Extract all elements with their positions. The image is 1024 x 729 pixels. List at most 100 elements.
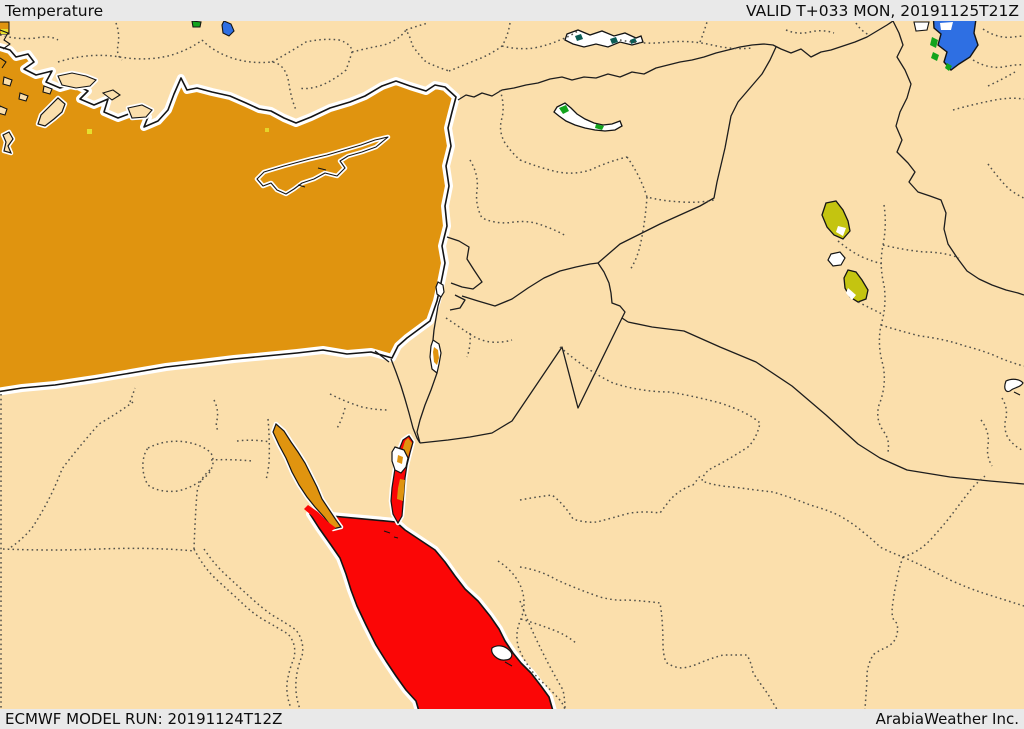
admin-turkey [699, 21, 708, 43]
border-iran-iraq [892, 20, 1024, 296]
admin-greece [0, 22, 123, 61]
border-jordan-river [416, 295, 442, 444]
islet [2, 76, 13, 87]
admin-turkey [448, 22, 511, 72]
cyprus-land [256, 136, 389, 195]
warm-spot-rhodes-sea [87, 129, 92, 134]
admin-iraq [882, 244, 960, 259]
admin-iran [987, 163, 1024, 199]
bitter-lakes-warm-spot [397, 455, 403, 464]
karpathos-land [2, 131, 14, 154]
tharthar-white-patch [836, 226, 846, 236]
iraq-lakes [821, 200, 869, 303]
border-jordan-iraq [597, 262, 629, 323]
islet [42, 85, 53, 95]
lake-urmia-white-patch [940, 22, 953, 30]
admin-egypt [129, 387, 271, 443]
admin-turkey [351, 28, 450, 72]
admin-iraq [837, 240, 885, 316]
admin-borders [0, 21, 1024, 711]
gulf-of-aqaba-orange-mid [397, 479, 405, 501]
red-sea-islet-marks [383, 530, 513, 667]
admin-syria [519, 156, 628, 174]
admin-syria [629, 196, 648, 271]
lake-assad [553, 102, 623, 132]
admin-jordan [445, 317, 513, 358]
blue-lake-burdur [221, 20, 235, 37]
small-aegean-islands [0, 29, 155, 121]
turkey-small-lakes [191, 20, 235, 37]
mediterranean-coastline [0, 46, 457, 393]
brand-label: ArabiaWeather Inc. [875, 710, 1019, 728]
admin-turkey [619, 39, 753, 50]
admin-egypt [7, 401, 134, 550]
jordan-valley-lakes [429, 281, 445, 375]
islet [0, 105, 8, 116]
admin-saudi [902, 475, 986, 558]
valid-time-label: VALID T+033 MON, 20191125T21Z [746, 1, 1019, 20]
admin-egypt [265, 418, 271, 481]
rhodes-land [37, 97, 66, 127]
border-syria-jordan [461, 262, 599, 307]
green-lake [191, 20, 202, 28]
border-jordan-saudi [419, 317, 623, 444]
admin-syria [626, 156, 715, 203]
border-turkey-syria-iraq [457, 20, 894, 101]
admin-iraq [880, 324, 1024, 367]
border-gaza [374, 350, 390, 363]
admin-egypt-nile [193, 548, 296, 709]
admin-egypt [2, 547, 196, 552]
admin-syria [499, 89, 521, 161]
footer-bar: ECMWF MODEL RUN: 20191124T12Z ArabiaWeat… [0, 709, 1024, 729]
red-sea [270, 421, 557, 725]
admin-iran [972, 28, 1024, 69]
admin-sinai [329, 393, 390, 431]
mediterranean-sea [0, 21, 457, 393]
admin-iraq [877, 204, 890, 453]
rhodes-island [35, 95, 68, 129]
admin-iran [952, 71, 1024, 111]
island [57, 72, 97, 89]
admin-turkey [201, 39, 297, 111]
islet [18, 92, 29, 102]
map-title: Temperature [5, 1, 104, 20]
lake-habbaniyah [827, 251, 846, 267]
gulf-of-suez-warm-tip [304, 505, 336, 532]
border-iraq-saudi [627, 321, 1024, 485]
header-bar: Temperature VALID T+033 MON, 20191125T21… [0, 0, 1024, 21]
country-borders [374, 20, 1024, 485]
lake-van-edge-patch [913, 21, 930, 32]
admin-saudi [864, 556, 904, 710]
cyprus-detail-marks [297, 167, 327, 188]
admin-egypt [193, 458, 253, 550]
edge-coast-fragments [0, 29, 11, 69]
admin-saudi-coast [497, 560, 578, 711]
dead-sea-warm-patch [433, 347, 439, 365]
island [127, 104, 153, 119]
border-lebanon [446, 236, 483, 311]
lakes [191, 11, 1024, 396]
admin-turkey [785, 22, 870, 36]
admin-saudi [519, 600, 566, 710]
ataturk-specks [575, 34, 637, 44]
cyprus-island [254, 134, 391, 197]
admin-iraq-south [980, 397, 1023, 467]
islet [101, 89, 121, 101]
admin-turkey [57, 39, 203, 63]
border-syria-iraq [597, 46, 777, 264]
ataturk-water [564, 29, 644, 48]
karpathos-island [0, 129, 16, 156]
lake-urmia [913, 11, 979, 71]
islands [0, 29, 391, 197]
lake-urmia-green-specks [930, 37, 952, 71]
gulf-of-suez [272, 422, 343, 530]
ataturk-reservoir [564, 29, 644, 48]
red-sea-islets [491, 645, 513, 661]
shatt-marsh-squiggle [1004, 378, 1024, 396]
admin-syria [469, 159, 567, 237]
warm-spot-med [265, 128, 269, 132]
assad-water [553, 102, 623, 132]
admin-saudi [559, 346, 1024, 607]
